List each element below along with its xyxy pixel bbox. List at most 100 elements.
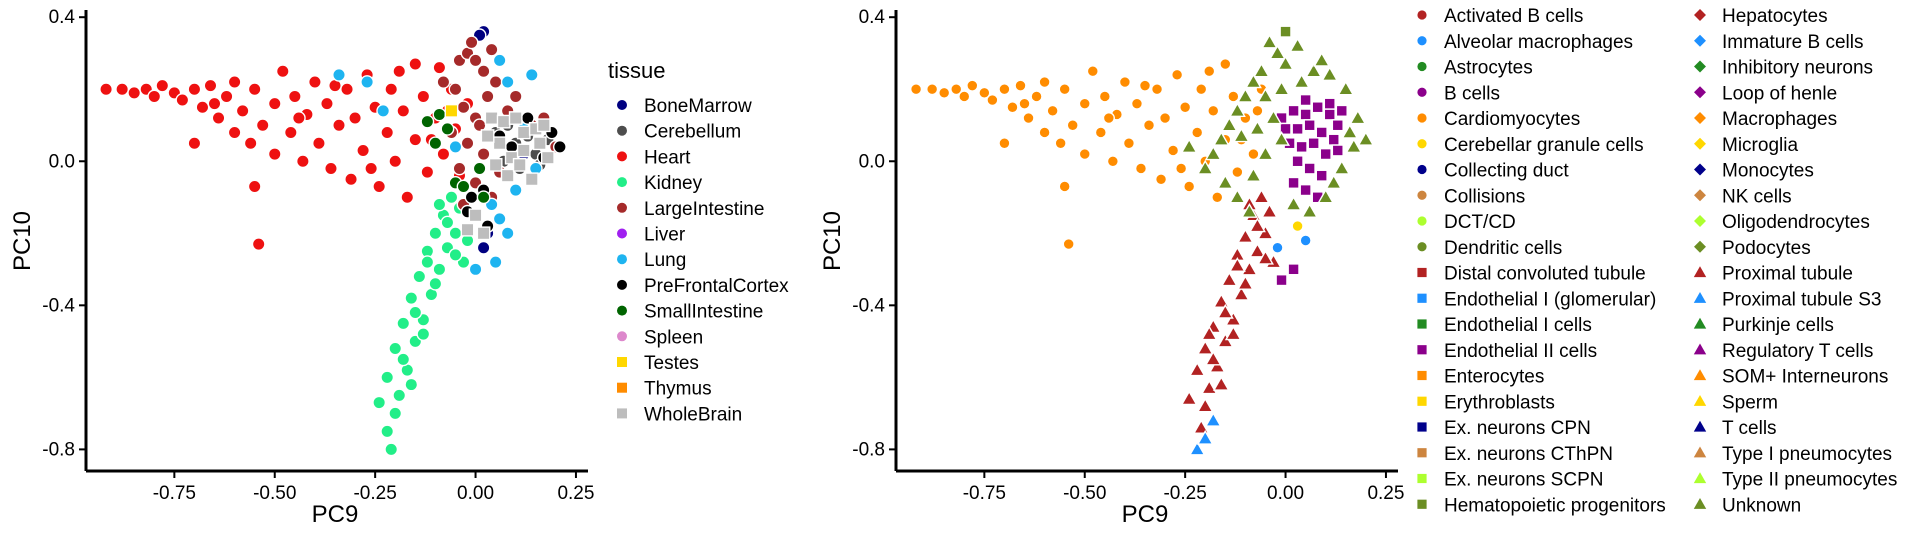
unknown-point bbox=[1228, 188, 1246, 204]
legend-label: Enterocytes bbox=[1444, 367, 1544, 388]
cardiomyocytes-point bbox=[1175, 162, 1188, 175]
kidney-point bbox=[444, 190, 459, 205]
heart-point bbox=[115, 82, 130, 97]
heart-point bbox=[283, 125, 298, 140]
x-axis-title: PC9 bbox=[312, 501, 359, 528]
legend-label: WholeBrain bbox=[644, 404, 742, 425]
proximal-tubule-point bbox=[1224, 311, 1242, 326]
x-axis-title: PC9 bbox=[1122, 501, 1169, 528]
unknown-point bbox=[1252, 62, 1270, 78]
wholebrain-point bbox=[536, 118, 551, 133]
proximal-tubule-s3-point bbox=[1196, 429, 1214, 445]
legend-label: Type II pneumocytes bbox=[1722, 470, 1897, 491]
wholebrain-point bbox=[476, 226, 491, 241]
y-tick-label: 0.0 bbox=[859, 151, 885, 172]
smallintestine-point bbox=[476, 190, 491, 205]
legend-label: T cells bbox=[1722, 418, 1777, 439]
cardiomyocytes-point bbox=[1094, 126, 1107, 139]
unknown-point bbox=[1289, 37, 1307, 53]
type-i-pneumocytes-legend-key bbox=[1693, 446, 1707, 458]
x-tick-label: 0.25 bbox=[1367, 483, 1404, 504]
kidney-point bbox=[404, 291, 419, 306]
kidney-point bbox=[412, 269, 427, 284]
heart-point bbox=[267, 96, 282, 111]
heart-point bbox=[408, 57, 423, 71]
heart-point bbox=[267, 147, 282, 161]
heart-point bbox=[187, 136, 202, 151]
purkinje-cells-legend-key bbox=[1693, 317, 1707, 329]
macrophages-legend-key bbox=[1694, 112, 1706, 124]
proximal-tubule-legend-key bbox=[1693, 266, 1707, 278]
endothelial-ii-cells-point bbox=[1303, 119, 1316, 132]
legend-label: Collisions bbox=[1444, 186, 1525, 207]
hematopoietic-progenitors-legend-key bbox=[1417, 499, 1427, 509]
largeintestine-point bbox=[436, 75, 451, 89]
legend-label: Microglia bbox=[1722, 135, 1798, 156]
kidney-point bbox=[380, 424, 395, 439]
largeintestine-point bbox=[448, 82, 463, 97]
testes-point bbox=[444, 103, 459, 118]
ex-neurons-cpn-legend-key bbox=[1417, 422, 1427, 432]
endothelial-ii-cells-point bbox=[1291, 155, 1304, 168]
heart-point bbox=[384, 82, 399, 97]
heart-point bbox=[175, 93, 190, 107]
inhibitory-neurons-legend-key bbox=[1694, 60, 1706, 73]
prefrontalcortex-legend-key bbox=[617, 279, 627, 290]
cardiomyocytes-point bbox=[1134, 162, 1148, 175]
cardiomyocytes-point bbox=[1231, 165, 1244, 179]
legend-label: Liver bbox=[644, 225, 686, 246]
wholebrain-point bbox=[496, 114, 511, 129]
wholebrain-point bbox=[524, 172, 539, 187]
y-tick-label: 0.0 bbox=[49, 151, 75, 172]
wholebrain-point bbox=[532, 136, 547, 151]
largeintestine-point bbox=[452, 161, 467, 176]
y-tick-label: -0.4 bbox=[42, 295, 75, 316]
unknown-point bbox=[1240, 202, 1258, 218]
largeintestine-point bbox=[456, 100, 471, 115]
heart-point bbox=[372, 179, 387, 194]
legend-label: Purkinje cells bbox=[1722, 315, 1834, 336]
cardiomyocytes-point bbox=[1130, 97, 1144, 110]
cardiomyocytes-point bbox=[938, 86, 951, 99]
cardiomyocytes-point bbox=[1078, 147, 1091, 161]
legend-label: BoneMarrow bbox=[644, 96, 752, 117]
heart-point bbox=[211, 111, 226, 125]
wholebrain-point bbox=[500, 168, 515, 183]
erythroblasts-legend-key bbox=[1417, 396, 1427, 406]
heart-point bbox=[247, 179, 262, 194]
heart-point bbox=[312, 136, 326, 151]
heart-point bbox=[99, 82, 113, 97]
kidney-point bbox=[392, 388, 407, 403]
celltype-scatter-panel: -0.75 -0.50 -0.25 0.00 0.25 -0.8 -0.4 0.0 0.4 P… bbox=[819, 6, 1897, 528]
smallintestine-point bbox=[428, 136, 443, 151]
legend-label: SmallIntestine bbox=[644, 302, 763, 323]
y-tick-label: -0.8 bbox=[42, 439, 75, 460]
endothelial-ii-cells-point bbox=[1299, 183, 1312, 197]
proximal-tubule-point bbox=[1180, 390, 1198, 406]
prefrontalcortex-point bbox=[552, 139, 567, 154]
legend-label: Spleen bbox=[644, 327, 703, 348]
cardiomyocytes-point bbox=[1098, 90, 1111, 103]
unknown-point bbox=[1265, 109, 1283, 125]
largeintestine-point bbox=[472, 118, 487, 133]
dendritic-cells-legend-key bbox=[1417, 242, 1427, 252]
heart-point bbox=[380, 125, 395, 140]
unknown-point bbox=[1345, 138, 1363, 154]
cardiomyocytes-point bbox=[1227, 90, 1240, 103]
hepatocytes-legend-key bbox=[1694, 9, 1706, 21]
cardiomyocytes-point bbox=[1062, 238, 1075, 251]
proximal-tubule-point bbox=[1192, 419, 1210, 434]
heart-point bbox=[155, 78, 170, 93]
heart-point bbox=[420, 165, 435, 179]
x-tick-label: 0.00 bbox=[457, 483, 494, 504]
proximal-tubule-point bbox=[1220, 271, 1238, 287]
x-tick-label: -0.50 bbox=[253, 483, 296, 504]
largeintestine-point bbox=[480, 89, 495, 104]
legend-label: Type I pneumocytes bbox=[1722, 444, 1892, 465]
legend-label: Unknown bbox=[1722, 495, 1801, 516]
alveolar-macrophages-point bbox=[1271, 241, 1284, 254]
lung-point bbox=[492, 211, 507, 226]
tissue-scatter-panel: -0.75 -0.50 -0.25 0.00 0.25 -0.8 -0.4 0.0 0.4 P… bbox=[9, 7, 789, 528]
unknown-point bbox=[1196, 159, 1214, 175]
cardiomyocytes-point bbox=[950, 83, 963, 96]
